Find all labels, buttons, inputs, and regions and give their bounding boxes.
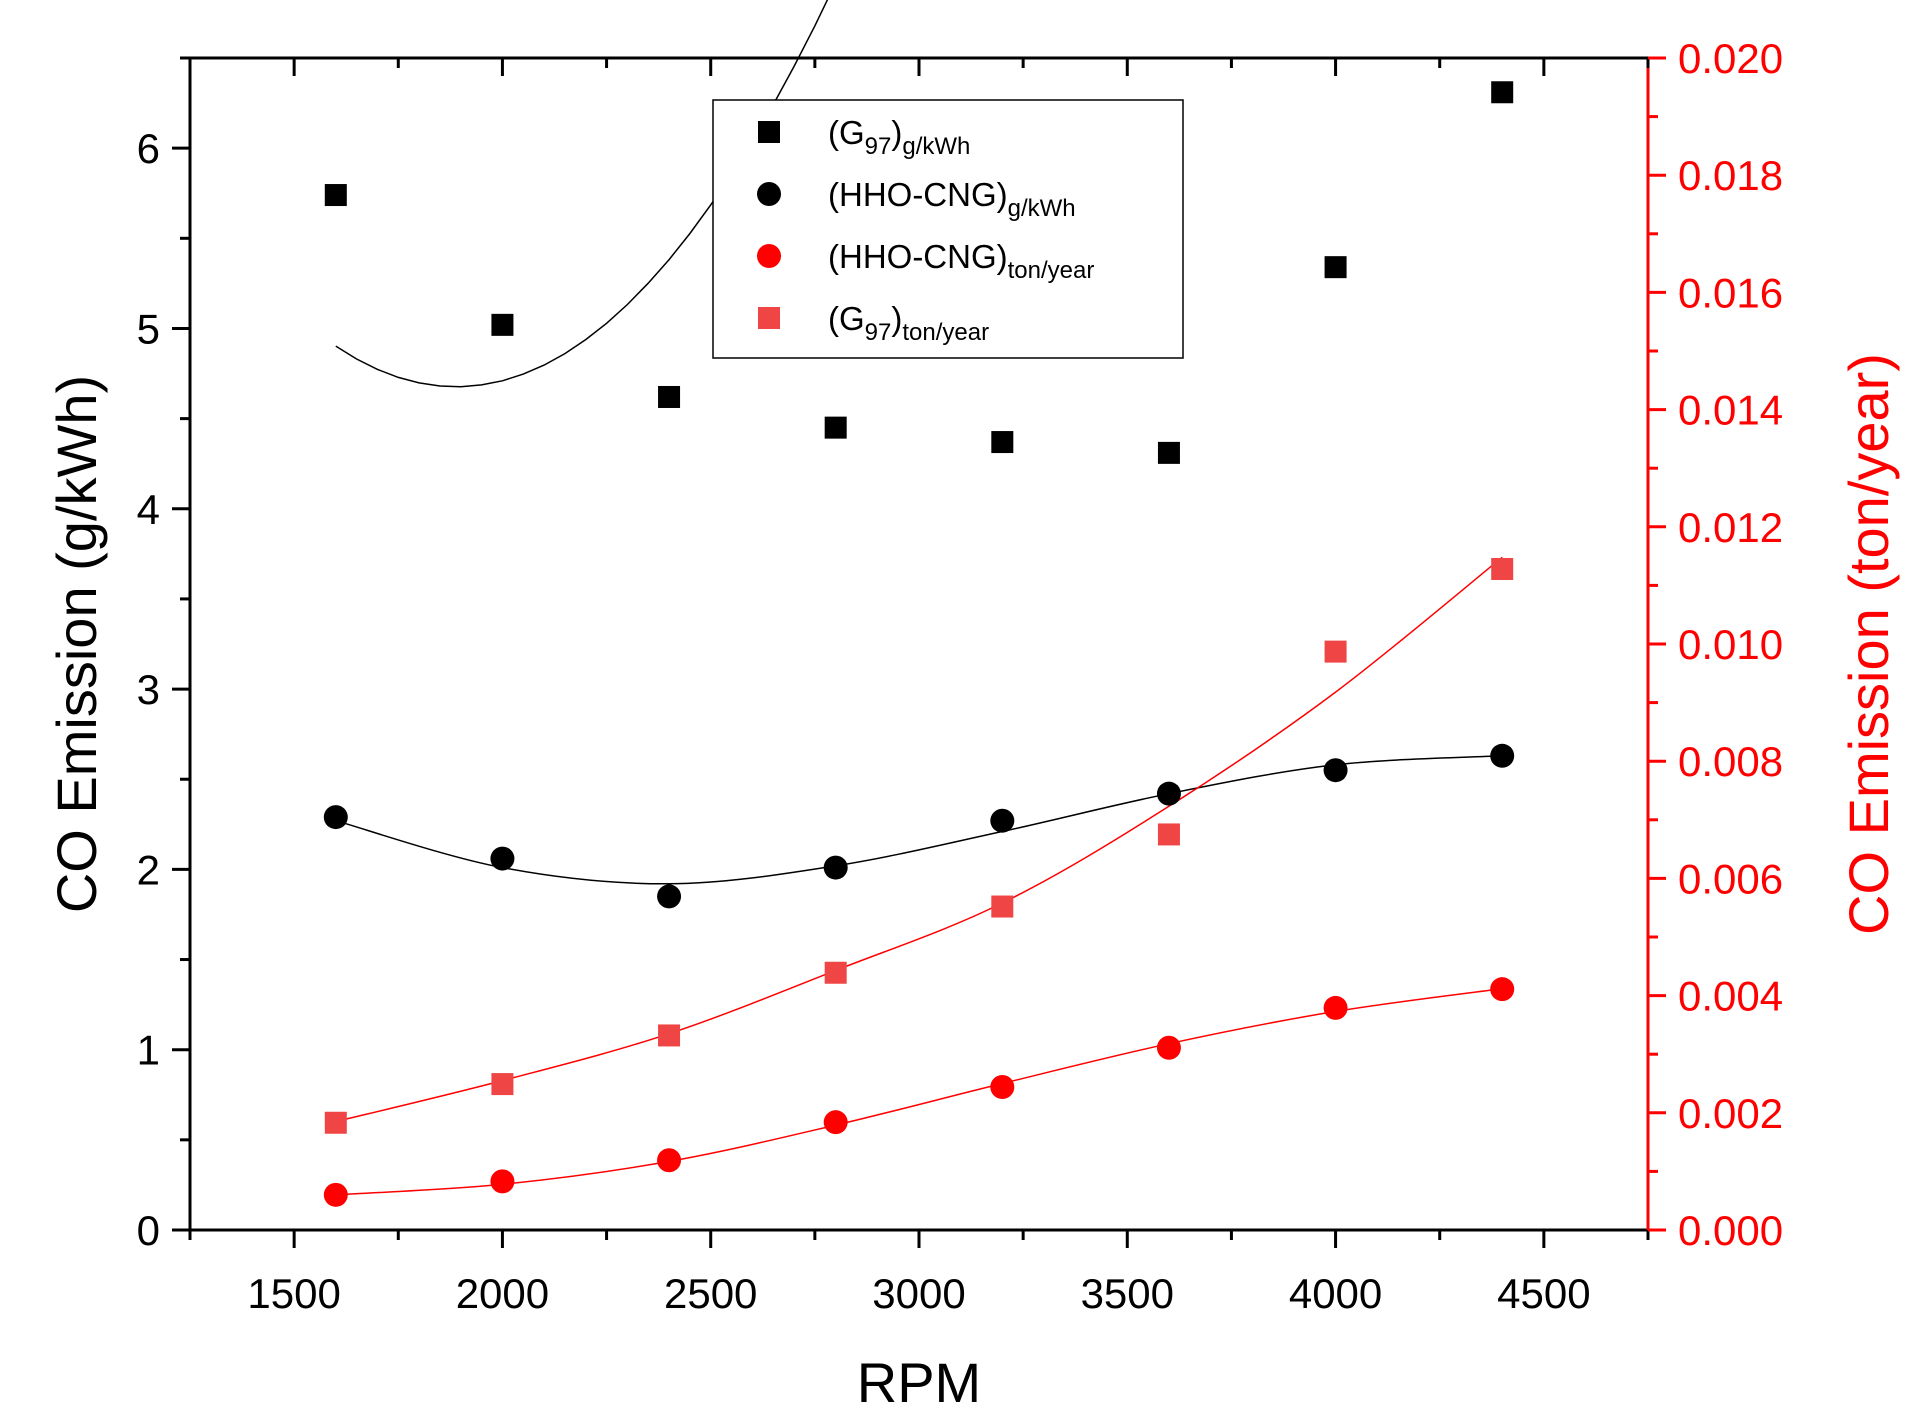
legend-label: (G97)ton/year	[828, 300, 989, 346]
data-point	[491, 313, 514, 336]
data-point	[824, 961, 847, 984]
data-point	[990, 1075, 1015, 1100]
data-point	[1156, 781, 1181, 806]
y2-tick-label: 0.020	[1678, 35, 1783, 82]
x-tick-label: 4500	[1497, 1270, 1590, 1317]
legend-label: (HHO-CNG)g/kWh	[828, 176, 1076, 222]
y-tick-label: 6	[137, 125, 160, 172]
legend-marker	[757, 244, 781, 268]
data-point	[324, 1111, 347, 1134]
x-tick-label: 3500	[1081, 1270, 1174, 1317]
data-point	[491, 1073, 514, 1096]
data-point	[490, 1169, 515, 1194]
legend-marker	[757, 182, 781, 206]
y2-tick-label: 0.012	[1678, 504, 1783, 551]
y2-tick-label: 0.002	[1678, 1090, 1783, 1137]
y2-tick-label: 0.016	[1678, 269, 1783, 316]
data-point	[1491, 81, 1514, 104]
data-point	[1490, 977, 1515, 1002]
data-point	[1323, 758, 1348, 783]
data-point	[1156, 1035, 1181, 1060]
data-point	[1491, 557, 1514, 580]
data-point	[323, 805, 348, 830]
data-point	[490, 846, 515, 871]
x-tick-label: 1500	[247, 1270, 340, 1317]
y-tick-label: 1	[137, 1027, 160, 1074]
data-point	[990, 808, 1015, 833]
y-tick-label: 0	[137, 1207, 160, 1254]
fit-curve	[335, 755, 1503, 885]
data-point	[324, 184, 347, 207]
data-points	[323, 81, 1515, 1207]
data-point	[1157, 441, 1180, 464]
fit-curve	[335, 987, 1503, 1196]
y2-tick-label: 0.010	[1678, 621, 1783, 668]
data-point	[657, 884, 682, 909]
y2-tick-label: 0.004	[1678, 973, 1783, 1020]
data-point	[323, 1182, 348, 1207]
legend-label: (G97)g/kWh	[828, 114, 970, 160]
data-point	[658, 1024, 681, 1047]
data-point	[657, 1148, 682, 1173]
legend-box	[712, 99, 1184, 359]
axes: 1500 2000 2500 3000 3500 4000 4500 0 1 2 3 4 5 6 0.000…	[137, 35, 1783, 1317]
x-tick-label: 3000	[872, 1270, 965, 1317]
legend-label: (HHO-CNG)ton/year	[828, 238, 1094, 284]
fit-curves	[335, 0, 1503, 1196]
data-point	[1323, 995, 1348, 1020]
y2-tick-label: 0.018	[1678, 152, 1783, 199]
x-tick-label: 4000	[1289, 1270, 1382, 1317]
legend-marker	[758, 307, 780, 329]
y-tick-label: 4	[137, 486, 160, 533]
data-point	[1324, 256, 1347, 279]
data-point	[823, 1110, 848, 1135]
data-point	[991, 431, 1014, 454]
data-point	[823, 855, 848, 880]
y2-axis-title: CO Emission (ton/year)	[1837, 353, 1900, 935]
y2-tick-label: 0.000	[1678, 1207, 1783, 1254]
y2-tick-label: 0.008	[1678, 738, 1783, 785]
data-point	[658, 385, 681, 408]
y-axis-title: CO Emission (g/kWh)	[45, 375, 108, 913]
data-point	[1157, 823, 1180, 846]
data-point	[1490, 743, 1515, 768]
y2-tick-label: 0.006	[1678, 855, 1783, 902]
legend-marker	[758, 121, 780, 143]
y-tick-label: 5	[137, 305, 160, 352]
y-tick-label: 2	[137, 846, 160, 893]
data-point	[824, 416, 847, 439]
x-tick-label: 2500	[664, 1270, 757, 1317]
legend: (G97)g/kWh (HHO-CNG)g/kWh (HHO-CNG)ton/yea…	[712, 99, 1184, 359]
x-axis-title: RPM	[857, 1351, 981, 1414]
x-tick-label: 2000	[456, 1270, 549, 1317]
y-tick-label: 3	[137, 666, 160, 713]
data-point	[991, 895, 1014, 918]
data-point	[1324, 640, 1347, 663]
fit-curve	[335, 556, 1503, 1123]
fit-curve	[335, 0, 829, 388]
y2-tick-label: 0.014	[1678, 387, 1783, 434]
